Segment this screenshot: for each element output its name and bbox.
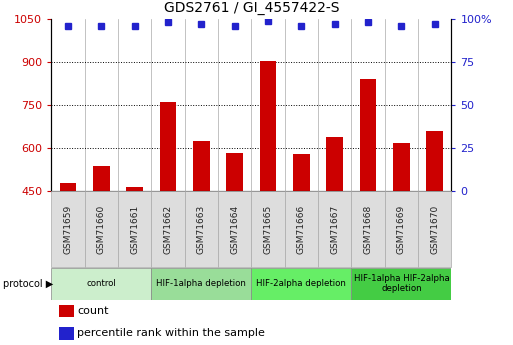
- Text: control: control: [87, 279, 116, 288]
- Text: GSM71660: GSM71660: [97, 205, 106, 254]
- Text: GSM71666: GSM71666: [297, 205, 306, 254]
- FancyBboxPatch shape: [351, 191, 385, 267]
- FancyBboxPatch shape: [351, 268, 451, 300]
- Text: protocol ▶: protocol ▶: [3, 279, 53, 289]
- Bar: [193, 141, 210, 191]
- Title: GDS2761 / GI_4557422-S: GDS2761 / GI_4557422-S: [164, 1, 339, 15]
- Bar: [260, 61, 277, 191]
- Bar: [160, 102, 176, 191]
- Text: HIF-2alpha depletion: HIF-2alpha depletion: [256, 279, 346, 288]
- Text: GSM71665: GSM71665: [264, 205, 272, 254]
- FancyBboxPatch shape: [185, 191, 218, 267]
- Text: HIF-1alpha depletion: HIF-1alpha depletion: [156, 279, 246, 288]
- Bar: [60, 183, 76, 191]
- FancyBboxPatch shape: [385, 191, 418, 267]
- Text: percentile rank within the sample: percentile rank within the sample: [77, 328, 265, 338]
- Text: GSM71663: GSM71663: [197, 205, 206, 254]
- Bar: [226, 152, 243, 191]
- FancyBboxPatch shape: [151, 191, 185, 267]
- Bar: [60, 305, 74, 317]
- Bar: [126, 187, 143, 191]
- Bar: [60, 327, 74, 339]
- FancyBboxPatch shape: [51, 268, 151, 300]
- Text: GSM71659: GSM71659: [64, 205, 72, 254]
- FancyBboxPatch shape: [85, 191, 118, 267]
- Text: GSM71664: GSM71664: [230, 205, 239, 254]
- FancyBboxPatch shape: [218, 191, 251, 267]
- FancyBboxPatch shape: [285, 191, 318, 267]
- Text: GSM71670: GSM71670: [430, 205, 439, 254]
- FancyBboxPatch shape: [51, 191, 85, 267]
- Text: count: count: [77, 306, 109, 316]
- Bar: [93, 166, 110, 191]
- Bar: [426, 131, 443, 191]
- FancyBboxPatch shape: [418, 191, 451, 267]
- FancyBboxPatch shape: [118, 191, 151, 267]
- Text: GSM71662: GSM71662: [164, 205, 172, 254]
- FancyBboxPatch shape: [251, 268, 351, 300]
- Bar: [393, 142, 410, 191]
- Bar: [326, 137, 343, 191]
- Bar: [360, 79, 377, 191]
- FancyBboxPatch shape: [318, 191, 351, 267]
- Text: HIF-1alpha HIF-2alpha
depletion: HIF-1alpha HIF-2alpha depletion: [353, 274, 449, 294]
- Text: GSM71668: GSM71668: [364, 205, 372, 254]
- Text: GSM71661: GSM71661: [130, 205, 139, 254]
- Text: GSM71669: GSM71669: [397, 205, 406, 254]
- FancyBboxPatch shape: [251, 191, 285, 267]
- Text: GSM71667: GSM71667: [330, 205, 339, 254]
- Bar: [293, 154, 310, 191]
- FancyBboxPatch shape: [151, 268, 251, 300]
